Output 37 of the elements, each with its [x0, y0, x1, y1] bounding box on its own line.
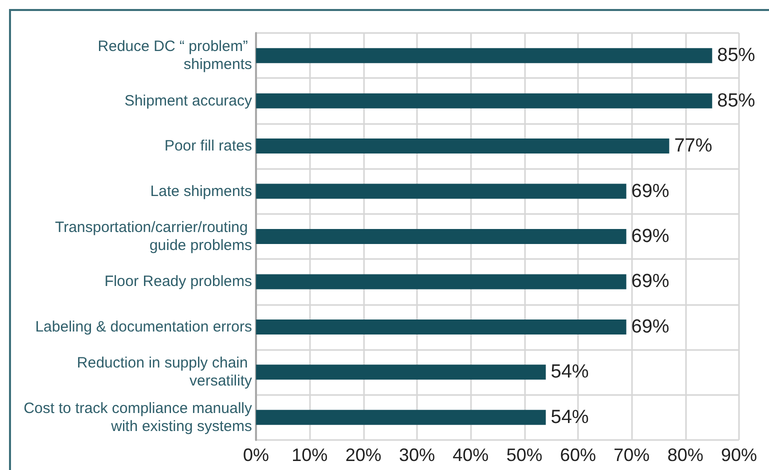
y-tick-label: Cost to track compliance manually with existing systems — [24, 400, 252, 435]
bar — [256, 364, 546, 380]
data-label: 77% — [674, 136, 712, 157]
data-label: 69% — [631, 271, 670, 292]
x-tick-label: 40% — [452, 445, 489, 465]
x-tick-label: 50% — [506, 445, 542, 465]
data-label: 69% — [631, 226, 670, 247]
data-label: 54% — [550, 406, 589, 428]
x-tick-label: 70% — [614, 445, 650, 465]
y-tick-label: Reduce DC “ problem” shipments — [98, 38, 252, 74]
bar — [256, 274, 626, 290]
y-tick-label: Floor Ready problems — [104, 273, 252, 290]
bar — [256, 410, 546, 425]
data-label: 85% — [717, 90, 756, 112]
y-tick-label: Reduction in supply chain versatility — [76, 354, 252, 390]
bar — [256, 319, 626, 334]
x-tick-label: 60% — [560, 445, 596, 465]
bar — [256, 229, 626, 244]
data-label: 85% — [717, 45, 756, 66]
bar — [256, 184, 626, 199]
y-tick-label: Transportation/carrier/routing guide problems — [54, 219, 252, 254]
bar — [256, 138, 670, 154]
x-tick-label: 90% — [720, 445, 758, 465]
bar — [256, 48, 712, 64]
y-tick-label: Shipment accuracy — [124, 92, 252, 110]
data-label: 69% — [631, 180, 670, 202]
y-tick-label: Poor fill rates — [164, 138, 252, 155]
x-tick-label: 30% — [398, 445, 436, 465]
x-tick-label: 20% — [345, 445, 382, 465]
x-tick-label: 0% — [242, 445, 270, 465]
data-label: 54% — [550, 362, 589, 383]
y-tick-label: Late shipments — [150, 182, 252, 200]
x-tick-label: 80% — [667, 445, 704, 465]
data-label: 69% — [631, 316, 670, 338]
bar — [256, 93, 712, 108]
y-tick-label: Labeling & documentation errors — [35, 318, 252, 336]
x-tick-label: 10% — [292, 445, 328, 465]
